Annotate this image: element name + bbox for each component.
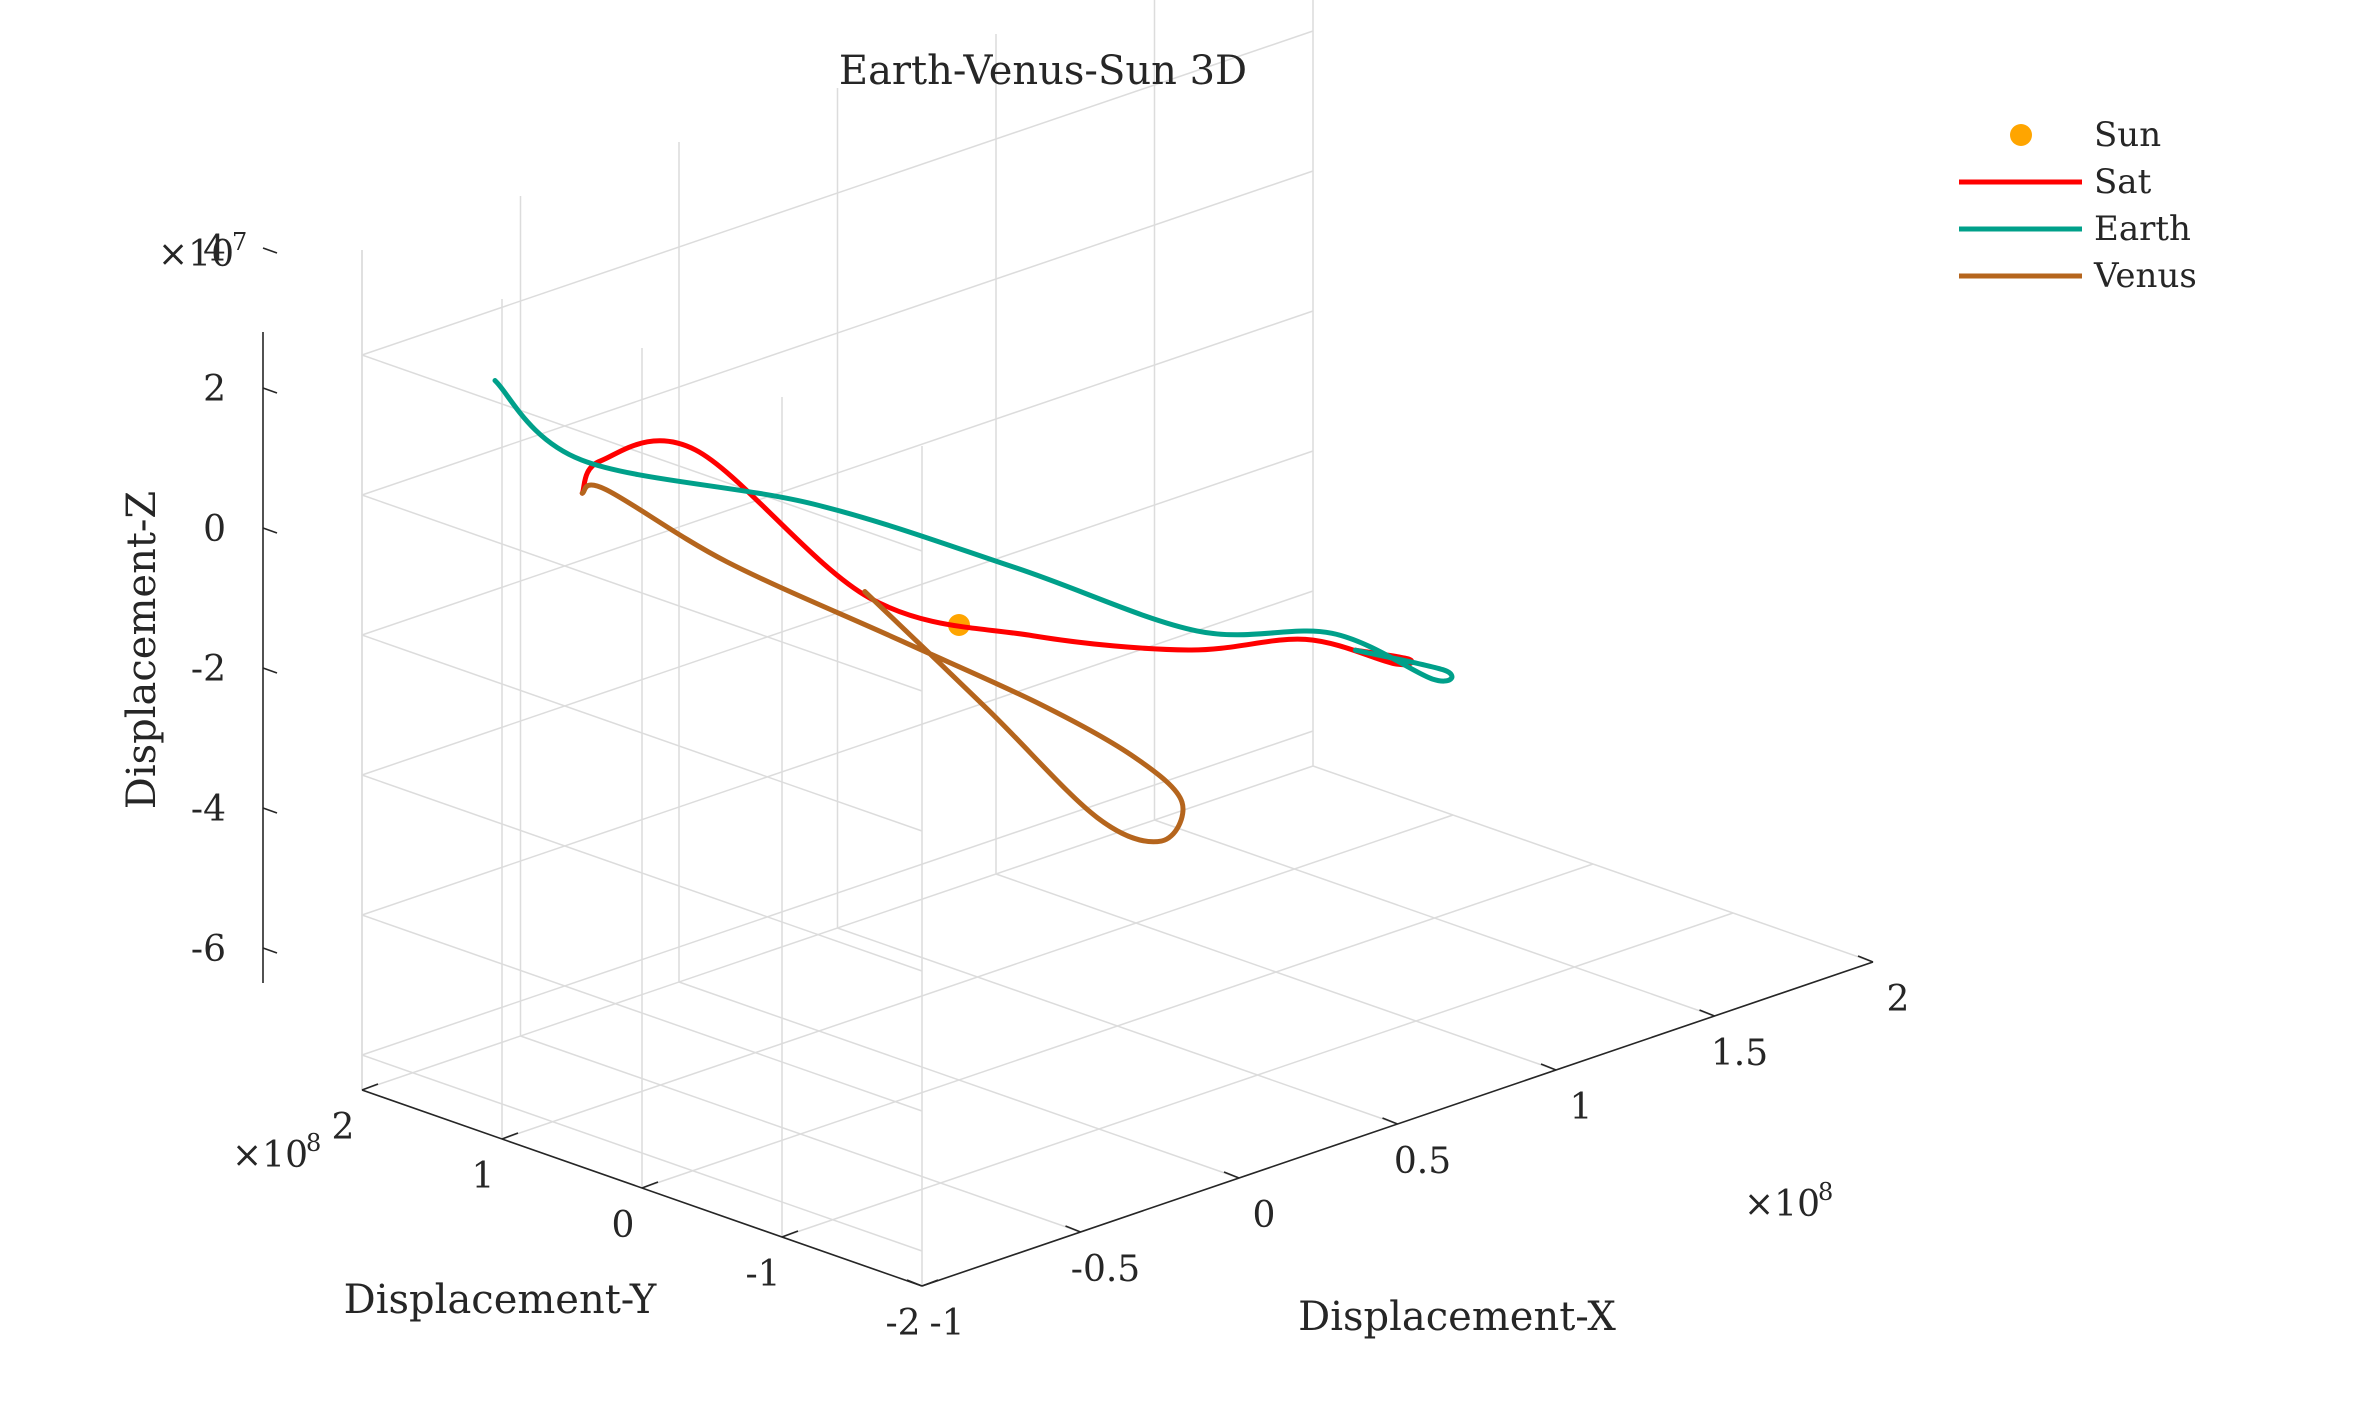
x-tick-label: 1.5	[1711, 1033, 1768, 1074]
legend-earth-label: Earth	[2094, 209, 2191, 249]
x-tick	[1065, 1225, 1081, 1233]
left-gridline-z	[361, 914, 923, 1112]
legend-sat-label: Sat	[2094, 162, 2152, 202]
x-tick-label: -1	[929, 1303, 964, 1344]
legend-sun-marker	[2010, 124, 2032, 146]
floor-gridline-y	[781, 912, 1734, 1238]
series-layer	[492, 378, 1455, 845]
svg-text:×10: ×10	[232, 1135, 308, 1176]
z-tick	[262, 527, 278, 534]
left-gridline-z	[361, 634, 923, 832]
legend-sun-label: Sun	[2094, 115, 2161, 155]
x-tick	[1382, 1117, 1398, 1125]
y-tick-label: 0	[612, 1205, 635, 1246]
x-tick-label: 0.5	[1394, 1141, 1451, 1182]
z-tick	[262, 947, 278, 954]
chart-title: Earth-Venus-Sun 3D	[839, 48, 1247, 94]
z-tick	[262, 667, 278, 674]
z-tick	[262, 387, 278, 394]
x-tick-label: 1	[1570, 1087, 1593, 1128]
z-tick-label: 2	[203, 369, 226, 410]
axes	[262, 247, 1874, 1287]
x-tick-label: -0.5	[1071, 1249, 1140, 1290]
svg-text:8: 8	[1818, 1178, 1833, 1206]
x-exponent: ×10 8	[1744, 1178, 1833, 1225]
venus-line	[579, 482, 1186, 845]
svg-text:×10: ×10	[158, 234, 234, 275]
floor-gridline-y	[501, 814, 1454, 1140]
left-gridline-z	[361, 774, 923, 972]
y-axis-label: Displacement-Y	[344, 1277, 657, 1323]
y-tick	[501, 1132, 519, 1140]
z-exponent: ×10 7	[158, 228, 247, 275]
back-gridline-z	[361, 310, 1314, 636]
legend: Sun Sat Earth Venus	[1959, 115, 2197, 296]
left-gridline-z	[361, 354, 923, 552]
y-tick	[641, 1181, 659, 1189]
y-exponent: ×10 8	[232, 1129, 321, 1176]
y-tick-label: 1	[472, 1156, 495, 1197]
y-tick	[781, 1230, 799, 1238]
x-tick	[1699, 1009, 1715, 1017]
left-gridline-z	[361, 494, 923, 692]
z-tick-label: -2	[191, 649, 226, 690]
grid-lines	[361, 0, 1874, 1287]
z-tick-label: 0	[203, 509, 226, 550]
y-tick-label: 2	[332, 1107, 355, 1148]
x-tick	[1857, 955, 1874, 963]
z-tick-label: -4	[191, 789, 226, 830]
x-tick-label: 0	[1253, 1195, 1276, 1236]
y-tick	[921, 1279, 939, 1287]
z-tick	[262, 247, 278, 254]
sat-line	[579, 438, 1415, 668]
back-gridline-z	[361, 170, 1314, 496]
floor-gridline-y	[641, 863, 1594, 1189]
x-tick-label: 2	[1887, 979, 1910, 1020]
z-tick	[262, 807, 278, 814]
svg-text:8: 8	[306, 1129, 321, 1157]
z-axis-label: Displacement-Z	[119, 491, 165, 809]
svg-text:7: 7	[232, 228, 247, 256]
x-tick	[1540, 1063, 1557, 1071]
earth-line	[492, 378, 1455, 684]
y-tick-label: -2	[885, 1303, 920, 1344]
back-gridline-z	[361, 590, 1314, 916]
z-tick-label: -6	[191, 929, 226, 970]
back-gridline-z	[361, 30, 1314, 356]
x-axis-label: Displacement-X	[1298, 1294, 1616, 1340]
x-tick	[906, 1279, 923, 1287]
y-tick	[361, 1083, 379, 1091]
svg-text:×10: ×10	[1744, 1184, 1820, 1225]
y-tick-label: -1	[745, 1254, 780, 1295]
z-tick-label: 4	[203, 229, 226, 270]
left-gridline-z	[361, 1054, 923, 1252]
back-gridline-z	[361, 730, 1314, 1056]
x-tick	[1223, 1171, 1240, 1179]
legend-venus-label: Venus	[2093, 256, 2197, 296]
